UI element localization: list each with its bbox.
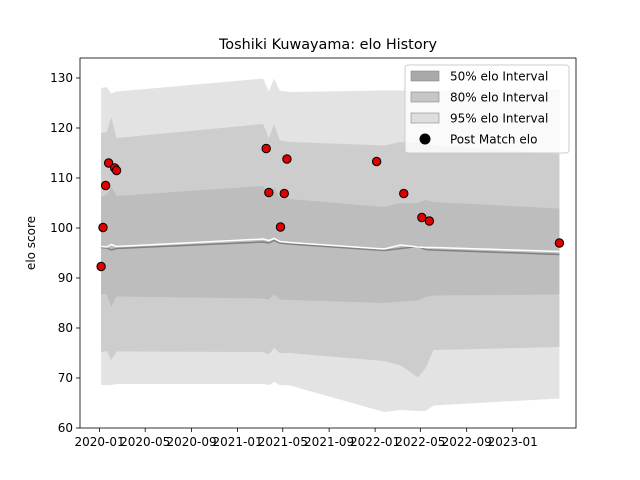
y-tick-label-110: 110 bbox=[50, 171, 73, 185]
legend: 50% elo Interval 80% elo Interval 95% elo … bbox=[404, 64, 570, 154]
y-tick-label-60: 60 bbox=[58, 421, 73, 435]
data-point-12 bbox=[399, 188, 409, 199]
data-point-7 bbox=[264, 187, 274, 198]
median-line bbox=[101, 239, 560, 256]
plot-frame bbox=[79, 57, 577, 429]
x-tick-label-2023-01: 2023-01 bbox=[488, 435, 538, 449]
mean-line bbox=[101, 237, 560, 253]
legend-label-0: 50% elo Interval bbox=[450, 69, 548, 83]
x-tick-label-2021-01: 2021-01 bbox=[212, 435, 262, 449]
data-point-1 bbox=[98, 222, 108, 233]
legend-label-3: Post Match elo bbox=[450, 132, 537, 146]
data-point-8 bbox=[275, 222, 286, 232]
data-point-9 bbox=[279, 188, 289, 199]
data-point-5 bbox=[111, 165, 122, 176]
data-point-6 bbox=[261, 143, 271, 154]
data-point-14 bbox=[424, 216, 435, 226]
data-point-2 bbox=[100, 180, 111, 191]
x-tick-label-2021-09: 2021-09 bbox=[304, 435, 354, 449]
x-tick-label-2022-05: 2022-05 bbox=[395, 435, 445, 449]
x-tick-label-2021-05: 2021-05 bbox=[258, 435, 308, 449]
legend-swatch-0 bbox=[410, 70, 440, 82]
x-tick-label-2020-05: 2020-05 bbox=[120, 435, 170, 449]
data-point-10 bbox=[282, 154, 292, 164]
legend-label-1: 80% elo Interval bbox=[450, 90, 548, 104]
data-point-11 bbox=[371, 156, 382, 167]
y-tick-label-100: 100 bbox=[50, 221, 73, 235]
y-axis-label: elo score bbox=[24, 216, 38, 270]
legend-label-2: 95% elo Interval bbox=[450, 111, 548, 125]
data-point-15 bbox=[554, 238, 565, 248]
x-tick-label-2020-09: 2020-09 bbox=[166, 435, 216, 449]
legend-marker-3 bbox=[419, 133, 431, 145]
y-tick-label-80: 80 bbox=[58, 321, 73, 335]
y-tick-label-70: 70 bbox=[58, 371, 73, 385]
elo-lines bbox=[101, 237, 560, 256]
x-tick-label-2020-01: 2020-01 bbox=[75, 435, 125, 449]
data-point-13 bbox=[417, 212, 427, 223]
data-point-0 bbox=[96, 261, 106, 272]
legend-swatch-1 bbox=[410, 91, 440, 103]
y-tick-label-90: 90 bbox=[58, 271, 73, 285]
y-tick-label-130: 130 bbox=[50, 71, 73, 85]
legend-box bbox=[404, 64, 570, 154]
y-tick-label-120: 120 bbox=[50, 121, 73, 135]
chart-title: Toshiki Kuwayama: elo History bbox=[218, 37, 438, 53]
x-axis: 2020-012020-052020-092021-012021-052021-… bbox=[75, 428, 538, 449]
x-tick-label-2022-09: 2022-09 bbox=[442, 435, 492, 449]
y-axis: 60 70 80 90 100 110 120 130 bbox=[50, 71, 80, 435]
post-match-points bbox=[96, 143, 565, 272]
data-point-3 bbox=[103, 158, 114, 168]
legend-swatch-2 bbox=[410, 112, 440, 124]
x-tick-label-2022-01: 2022-01 bbox=[350, 435, 400, 449]
